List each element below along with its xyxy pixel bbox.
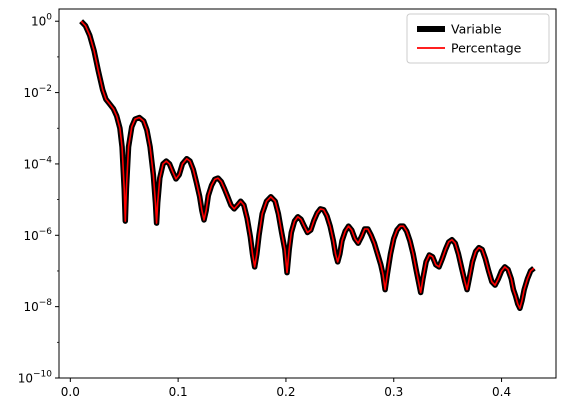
y-tick-label: 10−10: [18, 370, 53, 386]
x-tick-label: 0.2: [276, 385, 295, 399]
legend-label-percentage: Percentage: [451, 41, 522, 56]
y-tick-label: 10−2: [23, 84, 52, 100]
legend: Variable Percentage: [406, 13, 550, 64]
y-tick-label: 10−4: [23, 155, 52, 171]
legend-label-variable: Variable: [451, 22, 502, 37]
x-tick-label: 0.4: [492, 385, 511, 399]
plot-frame: [58, 8, 557, 379]
x-tick-label: 0.3: [384, 385, 403, 399]
y-tick-label: 100: [31, 13, 52, 29]
x-tick-label: 0.0: [61, 385, 80, 399]
x-axis: 0.0 0.1 0.2 0.3 0.4: [61, 378, 511, 399]
series-line-percentage: [80, 20, 535, 310]
y-tick-label: 10−6: [23, 227, 52, 243]
x-tick-label: 0.1: [169, 385, 188, 399]
y-axis: 10−10 10−8 10−6 10−4 10−2 100: [18, 13, 59, 386]
y-tick-label: 10−8: [23, 298, 52, 314]
series-layer: [79, 19, 536, 312]
